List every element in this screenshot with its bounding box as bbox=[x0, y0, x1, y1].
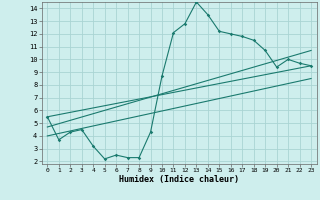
X-axis label: Humidex (Indice chaleur): Humidex (Indice chaleur) bbox=[119, 175, 239, 184]
